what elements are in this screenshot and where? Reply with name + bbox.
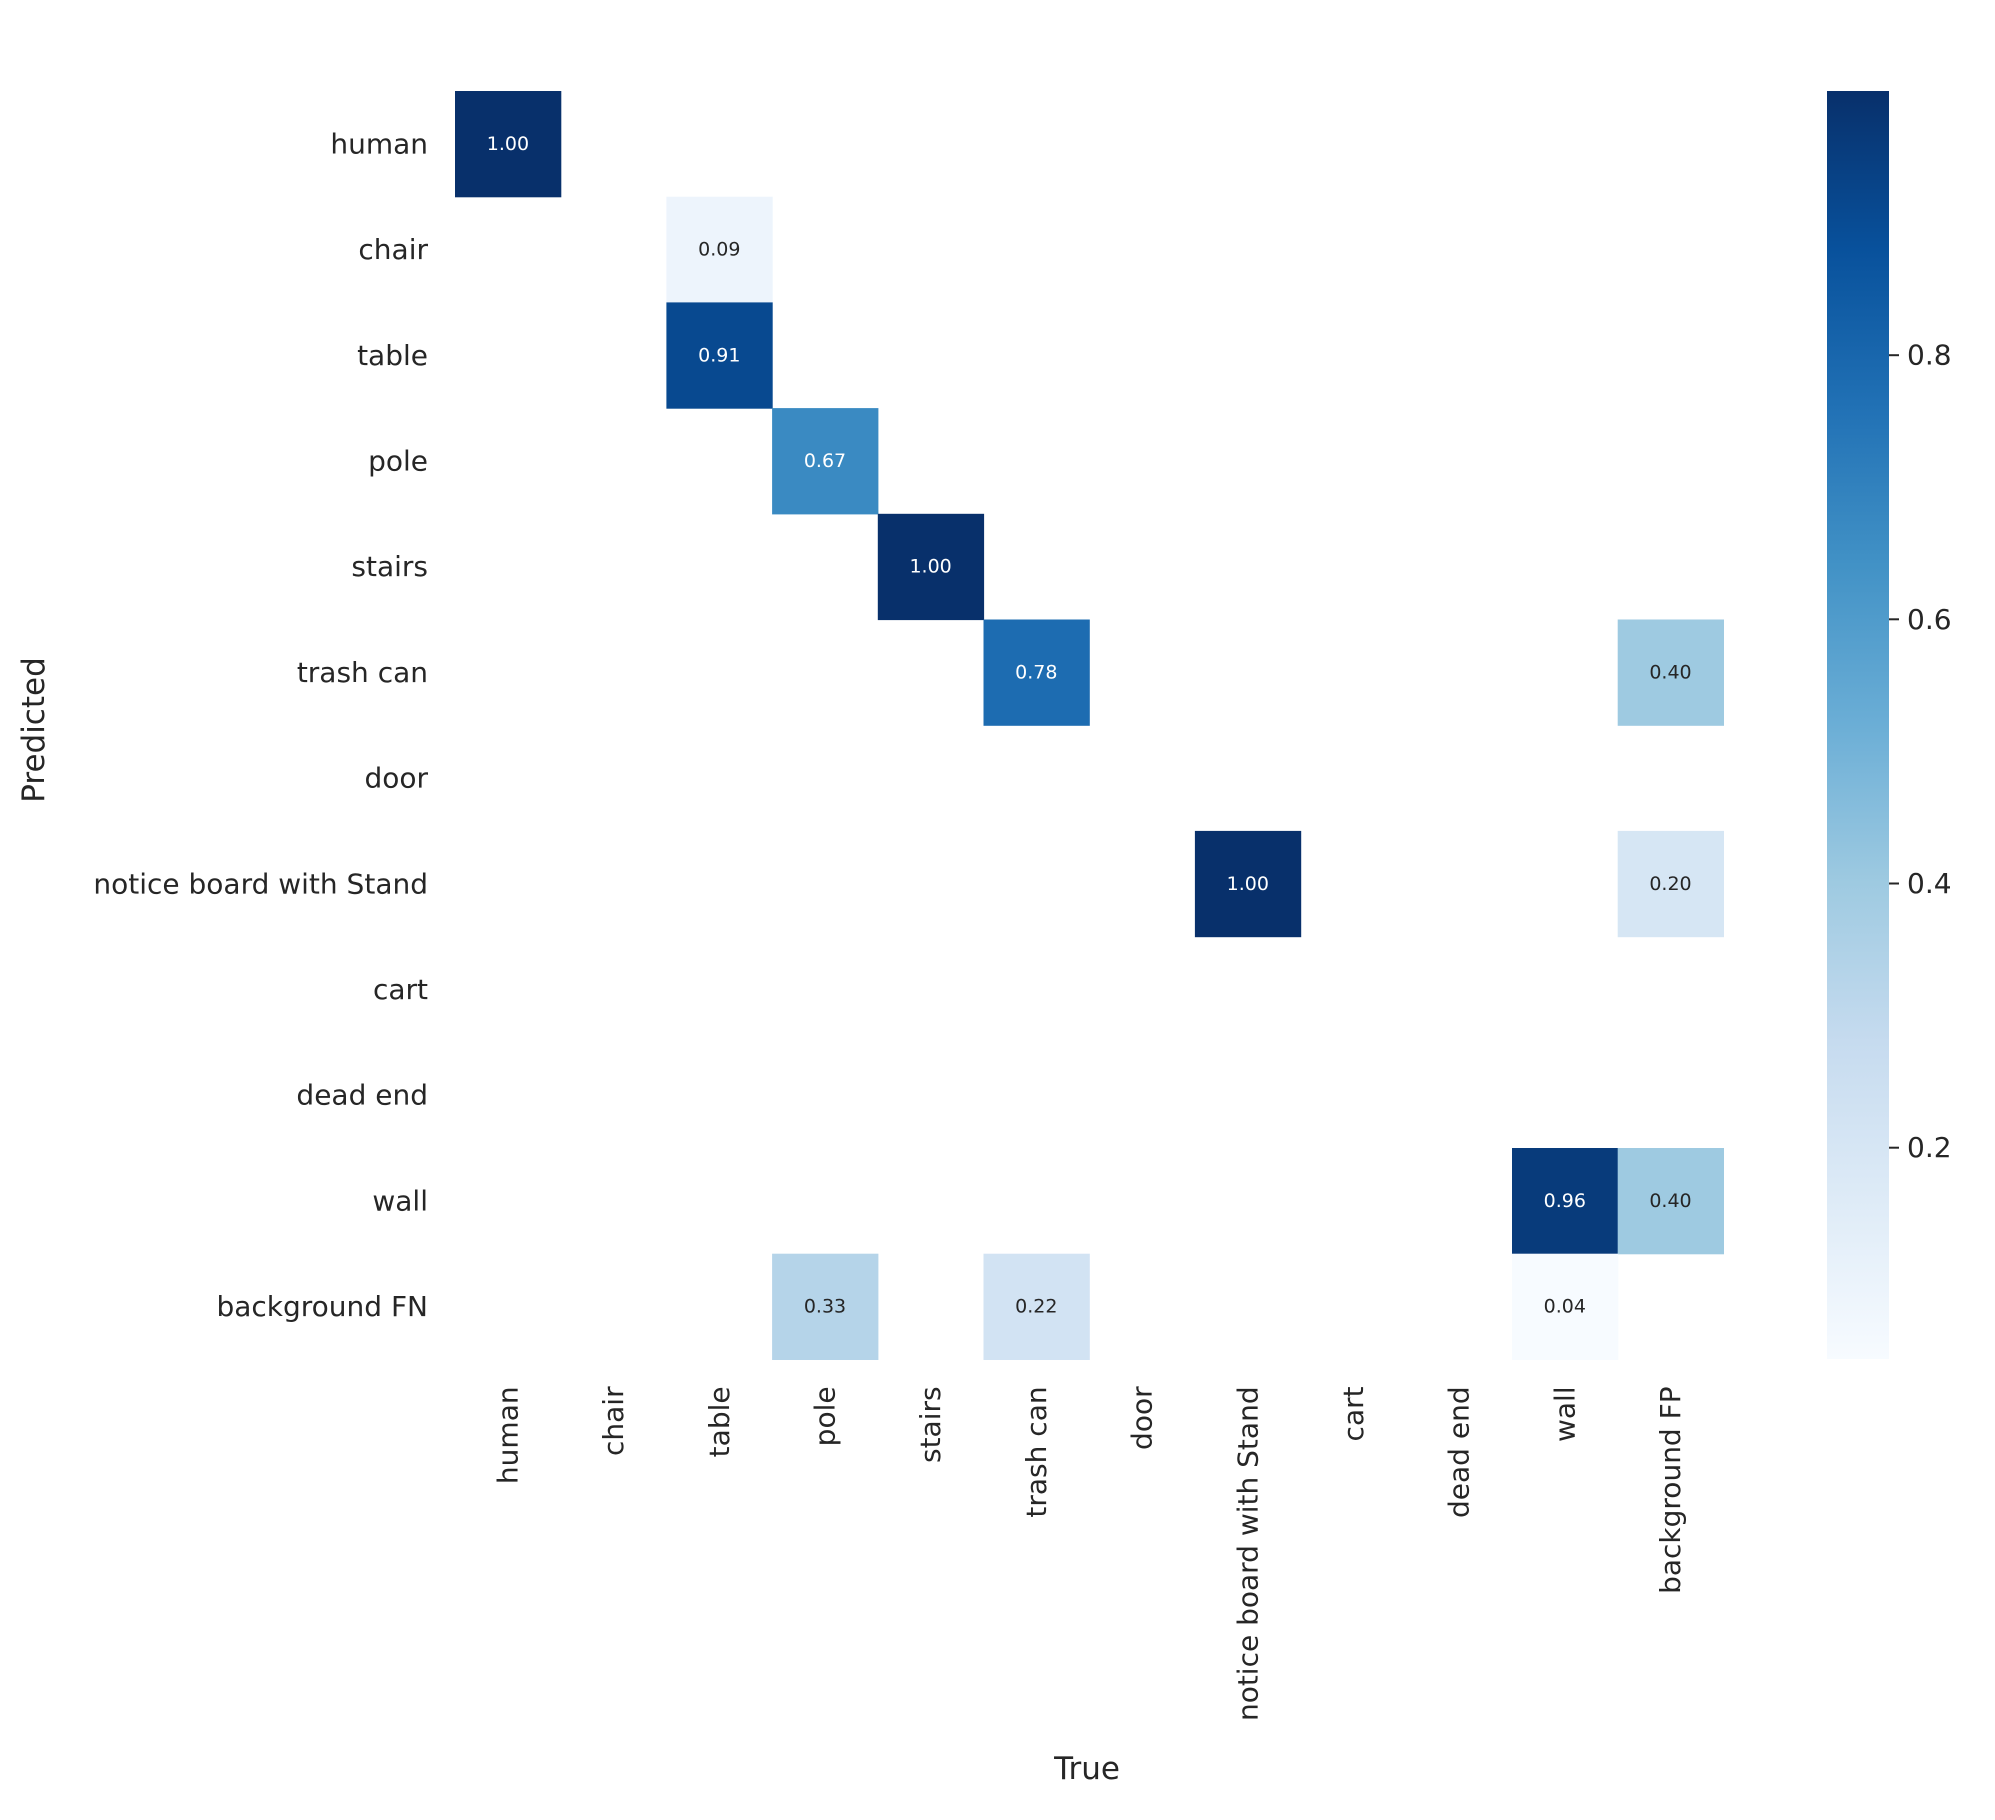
colorbar-tick-label: 0.8	[1907, 339, 1952, 372]
cell-value-label: 1.00	[487, 133, 529, 155]
x-tick-label: notice board with Stand	[1231, 1386, 1264, 1721]
x-tick-label: stairs	[914, 1386, 947, 1463]
y-axis-tick-labels: human chair table pole stairs trash can door no…	[93, 127, 428, 1323]
cell-value-label: 0.91	[698, 344, 740, 366]
y-tick-label: trash can	[297, 656, 428, 689]
colorbar-bar	[1827, 91, 1889, 1359]
heatmap-cell-background-fn-wall	[1512, 1253, 1619, 1360]
x-tick-label: chair	[597, 1386, 630, 1456]
heatmap-cell-pole-pole	[772, 408, 879, 515]
heatmap-cell-trash-can-trash-can	[983, 619, 1090, 726]
cell-value-label: 0.78	[1015, 661, 1057, 683]
heatmap-cell-background-fn-trash-can	[983, 1253, 1090, 1360]
x-tick-label: human	[491, 1386, 524, 1484]
x-tick-label: cart	[1337, 1386, 1370, 1441]
colorbar-tick-label: 0.2	[1907, 1131, 1952, 1164]
x-tick-label: background FP	[1654, 1386, 1687, 1594]
y-tick-label: cart	[373, 973, 428, 1006]
y-tick-label: table	[357, 339, 428, 372]
cell-value-label: 0.33	[804, 1296, 846, 1318]
cell-value-label: 1.00	[909, 556, 951, 578]
y-tick-label: background FN	[216, 1290, 428, 1323]
x-tick-label: pole	[809, 1386, 842, 1446]
heatmap-cell-table-table	[666, 302, 773, 409]
y-tick-label: wall	[372, 1184, 428, 1217]
cell-value-label: 0.40	[1649, 1190, 1691, 1212]
cell-value-label: 0.22	[1015, 1296, 1057, 1318]
cell-value-label: 0.04	[1544, 1296, 1586, 1318]
heatmap-cell-wall-background-fp	[1617, 1148, 1724, 1255]
cell-value-label: 1.00	[1227, 873, 1269, 895]
y-tick-label: notice board with Stand	[93, 867, 428, 900]
x-tick-label: dead end	[1443, 1386, 1476, 1518]
y-tick-label: stairs	[351, 550, 428, 583]
y-axis-label: Predicted	[16, 657, 52, 803]
colorbar-ticks: 0.2 0.4 0.6 0.8	[1889, 339, 1952, 1164]
cell-value-label: 0.67	[804, 450, 846, 472]
x-tick-label: wall	[1548, 1386, 1581, 1442]
cell-value-label: 0.20	[1649, 873, 1691, 895]
heatmap-cell-notice-board-with-stand-notice-board-with-stand	[1194, 830, 1302, 938]
x-tick-label: door	[1126, 1386, 1159, 1450]
heatmap-cell-labels: 1.00 0.09 0.91 0.67 1.00 0.78 0.40 1.00 0.20 0.96…	[487, 133, 1692, 1318]
colorbar-tick-label: 0.4	[1907, 867, 1952, 900]
heatmap-cell-wall-wall	[1512, 1148, 1619, 1255]
heatmap-cell-trash-can-background-fp	[1617, 619, 1724, 726]
heatmap-cell-notice-board-with-stand-background-fp	[1617, 830, 1724, 938]
y-tick-label: chair	[358, 233, 428, 266]
heatmap-cell-stairs-stairs	[877, 513, 985, 621]
y-tick-label: dead end	[296, 1079, 428, 1112]
y-tick-label: human	[330, 127, 428, 160]
y-tick-label: door	[364, 762, 428, 795]
cell-value-label: 0.40	[1649, 661, 1691, 683]
heatmap-cell-human-human	[455, 91, 562, 198]
x-axis-tick-labels: human chair table pole stairs trash can door no…	[491, 1386, 1687, 1721]
cell-value-label: 0.09	[698, 239, 740, 261]
x-tick-label: trash can	[1020, 1386, 1053, 1517]
heatmap-cell-chair-table	[666, 196, 773, 303]
colorbar-tick-label: 0.6	[1907, 603, 1952, 636]
y-tick-label: pole	[368, 445, 428, 478]
heatmap-cell-background-fn-pole	[772, 1253, 879, 1360]
x-axis-label: True	[1053, 1751, 1120, 1787]
x-tick-label: table	[703, 1386, 736, 1457]
cell-value-label: 0.96	[1544, 1190, 1586, 1212]
heatmap-cells	[455, 91, 1724, 1360]
colorbar: 0.2 0.4 0.6 0.8	[1827, 91, 1952, 1359]
